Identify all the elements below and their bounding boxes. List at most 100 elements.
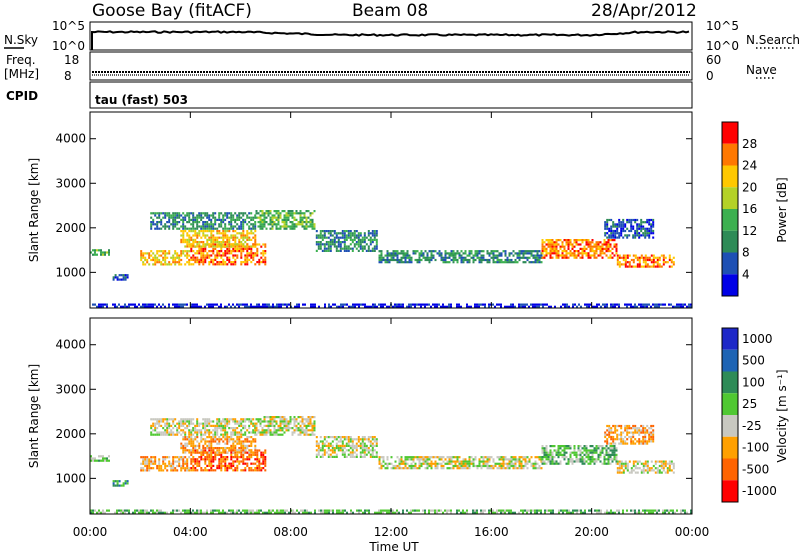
power-echo-cell — [172, 256, 175, 259]
power-echo-cell — [575, 250, 578, 253]
power-echo-cell — [273, 210, 276, 213]
power-echo-cell — [414, 303, 416, 306]
velocity-echo-cell — [526, 456, 529, 459]
velocity-echo-cell — [222, 433, 225, 436]
power-ylabel: Slant Range [km] — [27, 158, 41, 262]
velocity-echo-cell — [192, 447, 195, 450]
power-echo-cell — [311, 221, 314, 224]
velocity-echo-cell — [603, 453, 606, 456]
power-echo-cell — [295, 210, 298, 213]
velocity-echo-cell — [252, 462, 255, 465]
power-echo-cell — [632, 265, 635, 268]
power-echo-cell — [490, 256, 493, 259]
velocity-echo-cell — [512, 464, 515, 468]
velocity-echo-cell — [355, 455, 358, 458]
power-echo-cell — [534, 256, 537, 259]
velocity-echo-cell — [136, 509, 138, 512]
power-echo-cell — [416, 258, 419, 262]
power-echo-cell — [244, 241, 247, 244]
power-echo-cell — [571, 243, 574, 246]
velocity-echo-cell — [238, 442, 241, 445]
power-echo-cell — [96, 253, 98, 256]
power-echo-cell — [226, 230, 229, 233]
velocity-echo-cell — [196, 458, 199, 461]
velocity-echo-cell — [204, 424, 207, 427]
velocity-echo-cell — [190, 458, 193, 461]
power-echo-cell — [520, 256, 523, 259]
velocity-echo-cell — [361, 440, 364, 443]
power-echo-cell — [261, 223, 264, 226]
power-echo-cell — [557, 239, 560, 242]
power-echo-cell — [271, 214, 274, 217]
velocity-echo-cell — [244, 440, 247, 443]
power-echo-cell — [618, 234, 621, 237]
power-echo-cell — [98, 249, 100, 252]
power-echo-cell — [442, 305, 444, 308]
power-echo-cell — [212, 303, 214, 306]
power-echo-cell — [309, 221, 312, 224]
power-echo-cell — [636, 305, 638, 308]
velocity-echo-cell — [234, 429, 237, 432]
power-echo-cell — [314, 305, 316, 308]
velocity-echo-cell — [342, 511, 344, 514]
power-echo-cell — [283, 221, 286, 224]
velocity-echo-cell — [374, 511, 376, 514]
power-echo-cell — [626, 234, 629, 237]
power-echo-cell — [244, 221, 247, 224]
velocity-echo-cell — [146, 460, 149, 463]
power-echo-cell — [222, 261, 225, 264]
power-echo-layer — [90, 210, 692, 308]
power-echo-cell — [298, 303, 300, 306]
velocity-echo-cell — [597, 445, 600, 448]
velocity-echo-cell — [144, 469, 147, 472]
velocity-echo-cell — [96, 511, 98, 514]
velocity-echo-cell — [380, 467, 383, 470]
power-echo-cell — [212, 247, 215, 250]
power-echo-cell — [277, 210, 280, 213]
power-echo-cell — [152, 305, 154, 308]
power-echo-cell — [534, 254, 537, 257]
velocity-echo-cell — [240, 442, 243, 445]
velocity-echo-cell — [408, 458, 411, 461]
velocity-echo-cell — [216, 431, 219, 434]
power-echo-cell — [238, 245, 241, 248]
velocity-echo-cell — [254, 469, 257, 472]
velocity-echo-cell — [615, 447, 618, 450]
power-echo-cell — [589, 245, 592, 248]
power-echo-cell — [184, 218, 187, 221]
velocity-echo-cell — [587, 458, 590, 461]
power-echo-cell — [555, 245, 558, 248]
power-echo-cell — [414, 305, 416, 308]
velocity-echo-cell — [369, 444, 372, 447]
power-echo-cell — [269, 221, 272, 224]
power-echo-cell — [642, 234, 645, 237]
velocity-echo-cell — [652, 464, 655, 468]
velocity-echo-cell — [386, 458, 389, 461]
power-echo-cell — [333, 232, 336, 235]
velocity-echo-cell — [208, 440, 211, 443]
power-echo-cell — [349, 234, 352, 237]
power-echo-cell — [547, 245, 550, 248]
velocity-echo-cell — [361, 449, 364, 452]
velocity-echo-cell — [514, 511, 516, 514]
power-echo-cell — [220, 263, 223, 266]
power-echo-cell — [375, 247, 378, 250]
power-echo-cell — [460, 250, 463, 253]
velocity-echo-cell — [232, 444, 235, 447]
velocity-echo-cell — [259, 424, 262, 427]
velocity-echo-cell — [118, 509, 120, 512]
velocity-echo-cell — [632, 460, 635, 463]
velocity-echo-cell — [176, 429, 179, 432]
velocity-echo-cell — [218, 442, 221, 445]
power-echo-cell — [164, 256, 167, 259]
velocity-echo-cell — [279, 422, 282, 425]
power-echo-cell — [352, 305, 354, 308]
power-echo-cell — [271, 223, 274, 226]
velocity-echo-cell — [402, 462, 405, 465]
velocity-echo-cell — [188, 451, 191, 454]
power-echo-cell — [226, 236, 229, 239]
power-echo-cell — [559, 254, 562, 257]
velocity-echo-cell — [140, 509, 142, 512]
velocity-echo-cell — [285, 420, 288, 423]
velocity-echo-cell — [595, 445, 598, 448]
